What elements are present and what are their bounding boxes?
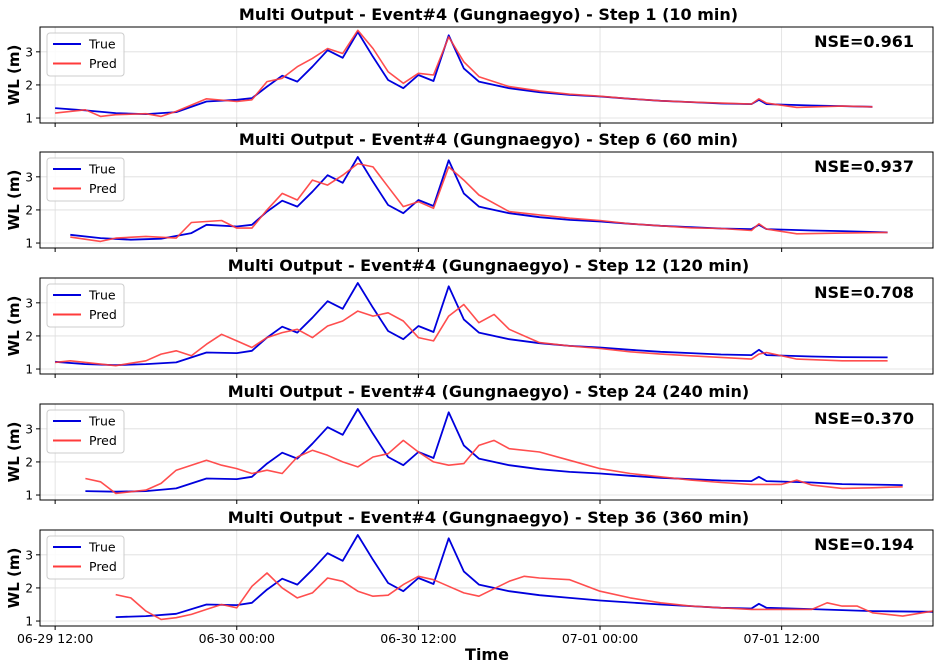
- legend-label-true: True: [88, 162, 116, 177]
- x-tick-label: 06-30 12:00: [380, 631, 456, 646]
- x-tick-label: 06-30 00:00: [199, 631, 275, 646]
- y-tick-label: 3: [25, 548, 33, 562]
- legend-label-pred: Pred: [89, 56, 117, 71]
- series-line-pred: [115, 572, 933, 621]
- x-axis-label: Time: [465, 645, 509, 664]
- chart-title: Multi Output - Event#4 (Gungnaegyo) - St…: [228, 382, 749, 401]
- plot-frame: [39, 277, 934, 375]
- legend: True Pred: [46, 535, 125, 580]
- plot-frame: [39, 151, 934, 249]
- y-tick-label: 1: [25, 112, 33, 126]
- chart-title: Multi Output - Event#4 (Gungnaegyo) - St…: [239, 5, 738, 24]
- y-tick-label: 2: [25, 581, 33, 595]
- legend-label-true: True: [88, 288, 116, 303]
- chart-title: Multi Output - Event#4 (Gungnaegyo) - St…: [228, 508, 749, 527]
- y-tick-label: 1: [25, 363, 33, 377]
- plot-frame: [39, 403, 934, 501]
- legend-label-pred: Pred: [89, 433, 117, 448]
- legend: True Pred: [46, 283, 125, 328]
- y-axis-label: WL (m): [5, 296, 23, 357]
- legend: True Pred: [46, 32, 125, 77]
- chart-panel-5: 1 2 3 Multi Output - Event#4 (Gungnaegyo) -…: [5, 508, 934, 646]
- nse-annotation: NSE=0.937: [814, 157, 914, 176]
- chart-title: Multi Output - Event#4 (Gungnaegyo) - St…: [228, 256, 749, 275]
- y-tick-label: 3: [25, 422, 33, 436]
- nse-annotation: NSE=0.194: [814, 535, 914, 554]
- series-line-pred: [85, 439, 903, 495]
- chart-panel-2: 1 2 3 Multi Output - Event#4 (Gungnaegyo) -…: [5, 130, 934, 252]
- legend-label-pred: Pred: [89, 559, 117, 574]
- nse-annotation: NSE=0.961: [814, 32, 914, 51]
- y-tick-label: 2: [25, 455, 33, 469]
- legend: True Pred: [46, 409, 125, 454]
- legend-label-true: True: [88, 37, 116, 52]
- nse-annotation: NSE=0.370: [814, 409, 914, 428]
- y-tick-label: 3: [25, 170, 33, 184]
- y-tick-label: 1: [25, 489, 33, 503]
- y-tick-label: 2: [25, 78, 33, 92]
- x-tick-label: 07-01 12:00: [743, 631, 819, 646]
- y-tick-label: 1: [25, 615, 33, 629]
- legend-label-true: True: [88, 414, 116, 429]
- chart-title: Multi Output - Event#4 (Gungnaegyo) - St…: [239, 130, 738, 149]
- chart-panel-3: 1 2 3 Multi Output - Event#4 (Gungnaegyo) -…: [5, 256, 934, 378]
- series-line-true: [55, 282, 888, 366]
- chart-panel-1: 1 2 3 Multi Output - Event#4 (Gungnaegyo) -…: [5, 5, 934, 127]
- x-tick-label: 06-29 12:00: [17, 631, 93, 646]
- y-axis-label: WL (m): [5, 170, 23, 231]
- y-axis-label: WL (m): [5, 422, 23, 483]
- nse-annotation: NSE=0.708: [814, 283, 914, 302]
- legend: True Pred: [46, 157, 125, 202]
- series-line-pred: [55, 29, 873, 118]
- plot-frame: [39, 26, 934, 124]
- series-line-true: [55, 31, 873, 115]
- y-axis-label: WL (m): [5, 548, 23, 609]
- y-tick-label: 3: [25, 296, 33, 310]
- y-axis-label: WL (m): [5, 45, 23, 106]
- legend-label-true: True: [88, 540, 116, 555]
- x-tick-label: 07-01 00:00: [562, 631, 638, 646]
- chart-panel-4: 1 2 3 Multi Output - Event#4 (Gungnaegyo) -…: [5, 382, 934, 504]
- y-tick-label: 2: [25, 329, 33, 343]
- y-tick-label: 2: [25, 203, 33, 217]
- series-line-pred: [55, 303, 888, 367]
- y-tick-label: 3: [25, 45, 33, 59]
- series-line-true: [85, 408, 903, 493]
- plot-frame: [39, 529, 934, 627]
- y-tick-label: 1: [25, 237, 33, 251]
- series-line-pred: [70, 162, 888, 243]
- legend-label-pred: Pred: [89, 181, 117, 196]
- legend-label-pred: Pred: [89, 307, 117, 322]
